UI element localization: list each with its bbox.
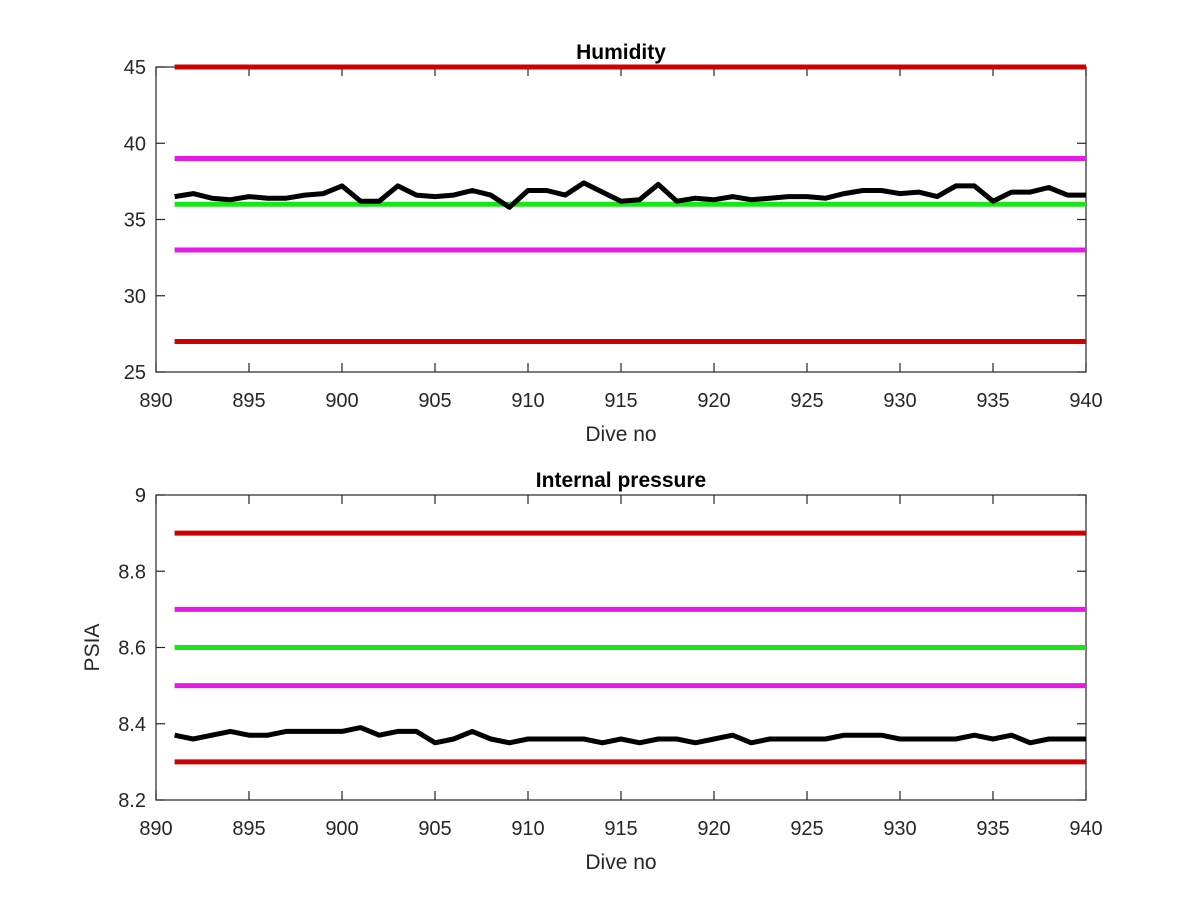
x-tick-label: 935 — [976, 390, 1009, 412]
x-tick-label: 910 — [511, 390, 544, 412]
x-tick-label: 905 — [418, 818, 451, 840]
data-series-line — [174, 725, 1086, 746]
axes-frame — [155, 66, 1087, 373]
x-tick-label: 920 — [697, 818, 730, 840]
x-tick-label: 910 — [511, 818, 544, 840]
x-tick-label: 915 — [604, 818, 637, 840]
y-axis-label: PSIA — [81, 624, 104, 672]
y-tick-label: 9 — [135, 485, 146, 507]
x-tick-label: 925 — [790, 818, 823, 840]
x-tick-label: 890 — [139, 390, 172, 412]
x-tick-label: 935 — [976, 818, 1009, 840]
x-tick-label: 925 — [790, 390, 823, 412]
y-tick-label: 8.6 — [118, 638, 146, 660]
chart-title: Humidity — [576, 41, 666, 64]
x-tick-label: 895 — [232, 390, 265, 412]
x-tick-label: 920 — [697, 390, 730, 412]
y-tick-label: 45 — [124, 57, 146, 79]
x-tick-label: 905 — [418, 390, 451, 412]
x-tick-label: 890 — [139, 818, 172, 840]
x-tick-label: 940 — [1069, 390, 1102, 412]
x-tick-label: 900 — [325, 818, 358, 840]
x-tick-label: 930 — [883, 818, 916, 840]
y-tick-label: 40 — [124, 133, 146, 155]
subplot-2: 890 895 900 905 910 915 920 925 930 935 940 8.2 8.4 8… — [81, 469, 1103, 874]
y-tick-label: 30 — [124, 286, 146, 308]
x-tick-label: 915 — [604, 390, 637, 412]
data-series-line — [174, 180, 1086, 210]
y-tick-label: 8.4 — [118, 714, 146, 736]
y-tick-label: 8.8 — [118, 561, 146, 583]
x-axis-label: Dive no — [585, 423, 656, 446]
chart-title: Internal pressure — [536, 469, 706, 492]
subplot-1: 890 895 900 905 910 915 920 925 930 935 940 25 30 35 4… — [124, 41, 1103, 446]
x-tick-label: 930 — [883, 390, 916, 412]
y-tick-label: 25 — [124, 362, 146, 384]
x-tick-label: 895 — [232, 818, 265, 840]
y-tick-label: 35 — [124, 210, 146, 232]
x-tick-label: 900 — [325, 390, 358, 412]
y-tick-label: 8.2 — [118, 790, 146, 812]
x-tick-label: 940 — [1069, 818, 1102, 840]
x-axis-label: Dive no — [585, 851, 656, 874]
